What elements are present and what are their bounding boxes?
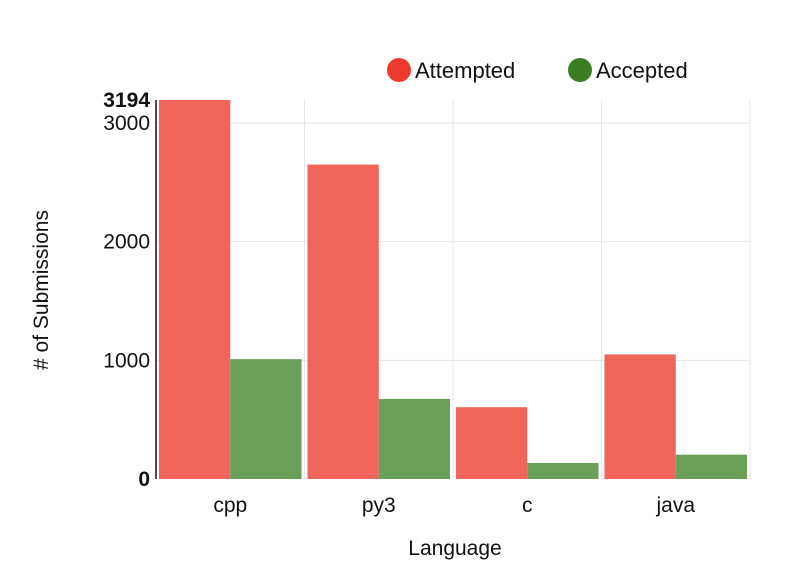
legend-marker-attempted xyxy=(387,58,411,82)
bar-attempted-py3 xyxy=(307,164,379,480)
legend-label-attempted: Attempted xyxy=(415,58,515,83)
x-axis-ticks: cpp py3 c java xyxy=(213,494,695,517)
y-tick-label: 3194 xyxy=(103,89,150,112)
x-axis-title: Language xyxy=(408,537,501,560)
bar-attempted-c xyxy=(455,407,528,479)
legend-label-accepted: Accepted xyxy=(596,58,688,83)
bar-attempted-java xyxy=(604,354,676,479)
y-tick-label: 1000 xyxy=(103,349,150,372)
x-tick-label: py3 xyxy=(362,494,396,517)
x-tick-label: c xyxy=(522,494,533,517)
y-axis-title: # of Submissions xyxy=(30,210,53,370)
legend-marker-accepted xyxy=(568,58,592,82)
x-tick-label: java xyxy=(655,494,695,517)
bar-accepted-py3 xyxy=(378,398,451,479)
y-tick-label: 3000 xyxy=(103,112,150,135)
legend: Attempted Accepted xyxy=(387,58,688,83)
y-tick-label: 2000 xyxy=(103,231,150,254)
bar-accepted-c xyxy=(527,462,599,479)
bars xyxy=(158,100,748,480)
bar-attempted-cpp xyxy=(158,100,231,479)
bar-accepted-java xyxy=(675,454,748,479)
bar-accepted-cpp xyxy=(230,359,302,479)
x-tick-label: cpp xyxy=(213,494,247,517)
y-tick-label: 0 xyxy=(138,468,150,491)
